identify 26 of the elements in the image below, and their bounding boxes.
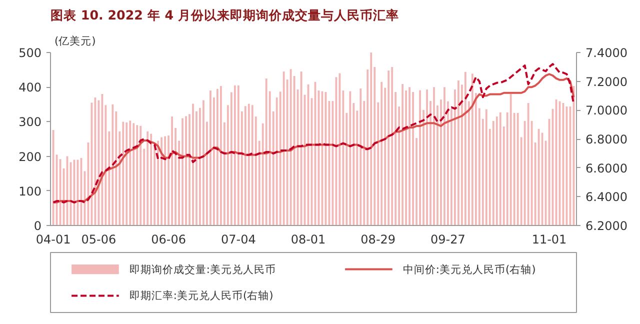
y-tick-label: 200: [18, 150, 42, 164]
y2-tick-label: 7.2000: [586, 74, 628, 89]
x-tick-label: 04-01: [36, 232, 71, 246]
x-tick-label: 11-01: [532, 232, 567, 246]
legend-label: 中间价:美元兑人民币(右轴): [402, 262, 536, 276]
y2-tick-label: 7.4000: [586, 46, 628, 60]
chart-title: 图表 10. 2022 年 4 月份以来即期询价成交量与人民币汇率: [50, 8, 399, 22]
x-tick-label: 09-27: [430, 232, 466, 246]
y2-tick-label: 6.2000: [586, 219, 628, 233]
x-tick-label: 08-01: [290, 232, 326, 246]
y2-tick-label: 6.6000: [586, 161, 628, 176]
y-tick-label: 100: [18, 184, 42, 198]
y2-tick-label: 7.0000: [586, 104, 628, 118]
y-tick-label: 500: [18, 46, 42, 60]
x-tick-label: 07-04: [220, 232, 256, 246]
x-tick-label: 08-29: [360, 232, 396, 246]
legend-label: 即期询价成交量:美元兑人民币: [129, 262, 276, 276]
y-axis-title: (亿美元): [54, 34, 96, 48]
y2-tick-label: 6.8000: [586, 132, 628, 146]
y-tick-label: 300: [18, 115, 42, 130]
legend-label: 即期汇率:美元兑人民币(右轴): [129, 289, 274, 302]
y-tick-label: 400: [18, 80, 42, 95]
x-tick-label: 05-06: [81, 232, 116, 246]
y-tick-label: 0: [34, 219, 42, 233]
y2-tick-label: 6.4000: [586, 190, 628, 204]
x-tick-label: 06-06: [151, 232, 186, 246]
